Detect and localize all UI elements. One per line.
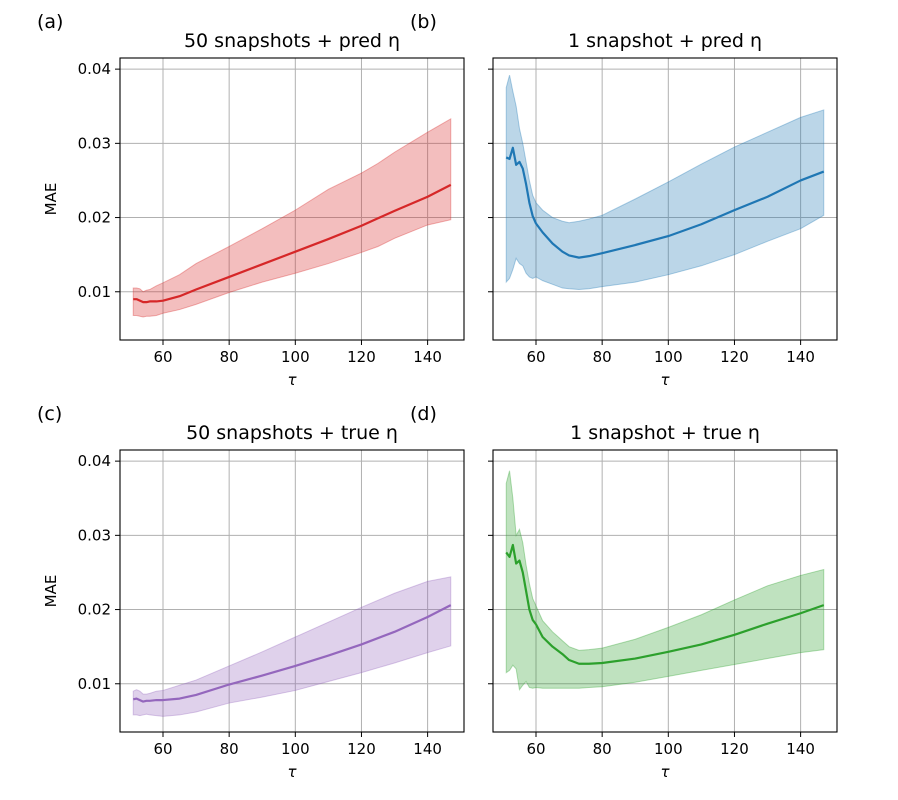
x-tick-label: 80	[593, 740, 612, 758]
panel-title: 50 snapshots + true η	[186, 422, 398, 444]
axes-frame	[119, 449, 465, 733]
axes-frame	[492, 449, 838, 733]
y-tick-label: 0.03	[78, 526, 111, 544]
y-tick-label: 0.01	[78, 283, 111, 301]
x-tick-label: 80	[220, 348, 239, 366]
std-band	[505, 470, 825, 691]
x-tick-label: 80	[220, 740, 239, 758]
panel-letter: (b)	[410, 11, 437, 33]
x-tick-label: 100	[281, 740, 310, 758]
x-tick-label: 120	[347, 348, 376, 366]
axes-frame	[492, 57, 838, 341]
grid	[493, 450, 837, 732]
x-axis-label: τ	[660, 763, 670, 781]
x-tick-label: 140	[413, 348, 442, 366]
y-tick-label: 0.01	[78, 675, 111, 693]
y-tick-label: 0.04	[78, 452, 111, 470]
x-tick-label: 60	[526, 348, 545, 366]
x-tick-label: 120	[347, 740, 376, 758]
y-tick-label: 0.02	[78, 209, 111, 227]
y-tick-label: 0.04	[78, 60, 111, 78]
std-band	[505, 74, 825, 291]
y-tick-label: 0.02	[78, 601, 111, 619]
x-axis-label: τ	[287, 763, 297, 781]
x-tick-label: 120	[720, 740, 749, 758]
mean-line	[505, 543, 825, 665]
x-tick-label: 60	[153, 740, 172, 758]
grid	[120, 58, 464, 340]
y-axis-label: MAE	[42, 575, 60, 608]
grid	[120, 450, 464, 732]
x-tick-label: 120	[720, 348, 749, 366]
grid	[493, 58, 837, 340]
panel-letter: (a)	[37, 11, 63, 33]
std-band	[132, 117, 452, 318]
y-tick-label: 0.03	[78, 134, 111, 152]
mean-line	[133, 183, 452, 304]
x-tick-label: 140	[786, 348, 815, 366]
axes-frame	[119, 57, 465, 341]
x-axis-label: τ	[287, 371, 297, 389]
x-tick-label: 140	[413, 740, 442, 758]
x-tick-label: 60	[153, 348, 172, 366]
x-tick-label: 100	[281, 348, 310, 366]
std-band	[132, 576, 452, 717]
panel-letter: (d)	[410, 403, 437, 425]
panel-d: 60 80 100 120 140 τ 1 snapshot + true η (d)	[410, 403, 838, 781]
x-tick-label: 80	[593, 348, 612, 366]
panel-a: 60 80 100 120 140 0.01 0.02 0.03 0.04 τ MAE 50 snap…	[37, 11, 465, 389]
panel-letter: (c)	[37, 403, 62, 425]
x-axis-label: τ	[660, 371, 670, 389]
x-tick-label: 100	[654, 348, 683, 366]
x-tick-label: 60	[526, 740, 545, 758]
mean-line	[132, 604, 452, 703]
panel-c: 60 80 100 120 140 0.01 0.02 0.03 0.04 τ MAE 50 snap…	[37, 403, 465, 781]
y-axis-label: MAE	[42, 183, 60, 216]
x-tick-label: 100	[654, 740, 683, 758]
mean-line	[505, 146, 825, 259]
x-tick-label: 140	[786, 740, 815, 758]
panel-b: 60 80 100 120 140 τ 1 snapshot + pred η (b)	[410, 11, 838, 389]
panel-title: 1 snapshot + true η	[570, 422, 760, 444]
panel-title: 50 snapshots + pred η	[184, 30, 400, 52]
panel-title: 1 snapshot + pred η	[568, 30, 762, 52]
